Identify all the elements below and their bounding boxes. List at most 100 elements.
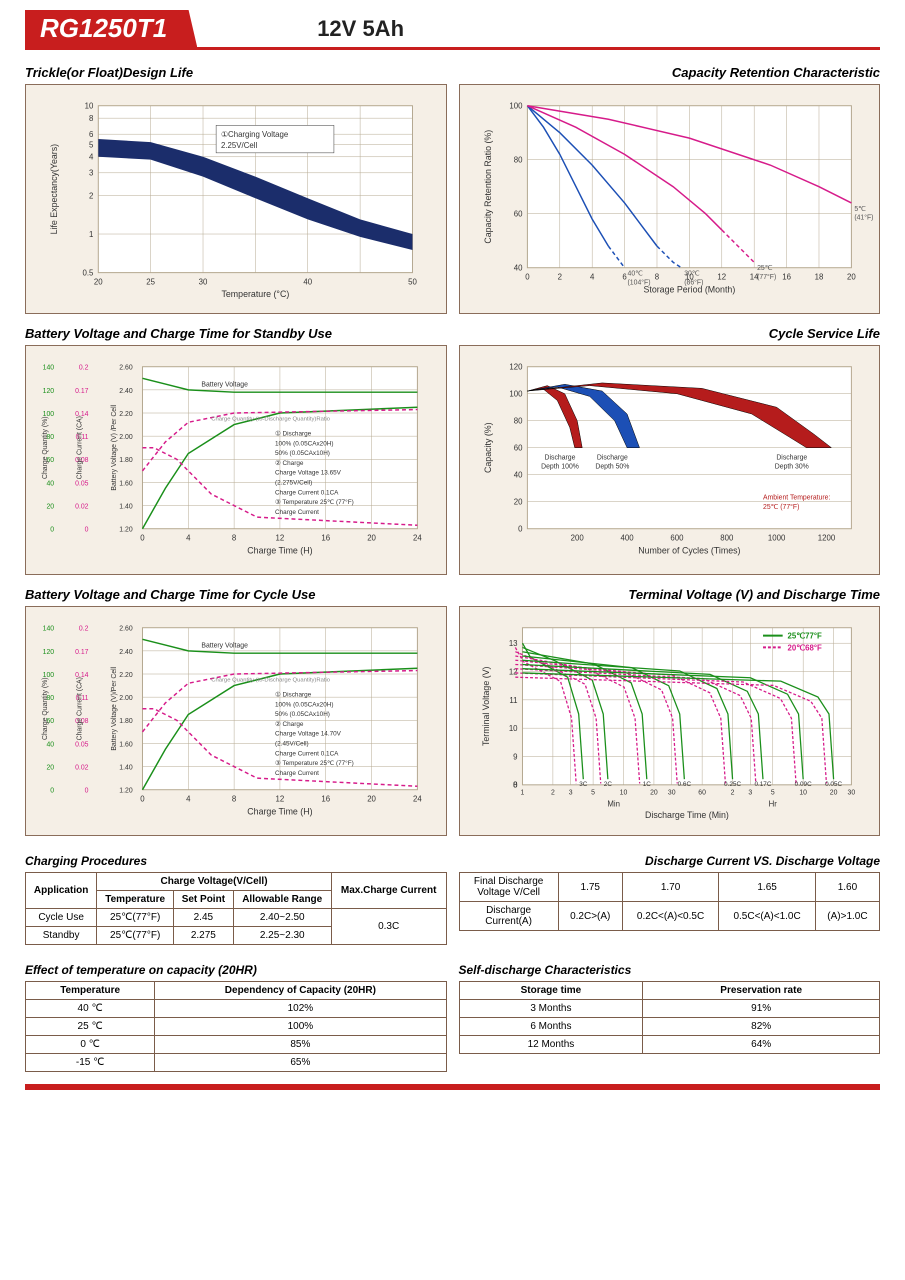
svg-text:10: 10 [85, 102, 94, 111]
svg-text:20℃68°F: 20℃68°F [787, 643, 821, 652]
svg-text:0: 0 [85, 788, 89, 795]
svg-text:120: 120 [43, 649, 55, 656]
svg-text:0: 0 [50, 788, 54, 795]
svg-text:1.40: 1.40 [119, 504, 133, 511]
svg-text:Number of Cycles (Times): Number of Cycles (Times) [638, 545, 740, 555]
chart4-svg: 20040060080010001200020406080100120Disch… [466, 352, 874, 568]
chart5-title: Battery Voltage and Charge Time for Cycl… [25, 587, 447, 602]
chart4-title: Cycle Service Life [459, 326, 881, 341]
svg-text:Discharge Time (Min): Discharge Time (Min) [644, 810, 728, 820]
svg-text:Charge Time (H): Charge Time (H) [247, 806, 312, 816]
svg-text:0: 0 [50, 527, 54, 534]
svg-text:18: 18 [814, 273, 823, 282]
svg-text:100% (0.05CAx20H): 100% (0.05CAx20H) [275, 701, 333, 708]
svg-text:Charge Current 0.1CA: Charge Current 0.1CA [275, 750, 339, 757]
chart2-box: 0246810121416182040608010040℃(104°F)30℃(… [459, 84, 881, 314]
svg-text:Capacity Retention Ratio (%): Capacity Retention Ratio (%) [483, 130, 493, 244]
chart2-svg: 0246810121416182040608010040℃(104°F)30℃(… [466, 91, 874, 307]
svg-text:2.00: 2.00 [119, 434, 133, 441]
chart5-container: Battery Voltage and Charge Time for Cycl… [25, 587, 447, 836]
th-app: Application [26, 873, 97, 909]
svg-text:25℃77°F: 25℃77°F [787, 632, 821, 641]
svg-text:10: 10 [508, 724, 517, 733]
svg-text:0.17: 0.17 [75, 388, 89, 395]
svg-text:20: 20 [847, 273, 856, 282]
svg-text:20: 20 [513, 498, 522, 507]
svg-text:1: 1 [89, 230, 93, 239]
svg-text:0: 0 [85, 527, 89, 534]
svg-text:0.02: 0.02 [75, 765, 89, 772]
svg-text:4: 4 [589, 273, 594, 282]
svg-text:Charge Time (H): Charge Time (H) [247, 545, 312, 555]
row-1: Trickle(or Float)Design Life 20253040500… [25, 65, 880, 314]
svg-text:140: 140 [43, 626, 55, 633]
chart3-svg: 04812162024001.20200.021.40400.051.60600… [32, 352, 440, 568]
chart4-container: Cycle Service Life 200400600800100012000… [459, 326, 881, 575]
svg-text:30: 30 [199, 277, 208, 286]
svg-text:Battery Voltage (V) /Per Cell: Battery Voltage (V) /Per Cell [111, 404, 118, 490]
svg-text:120: 120 [43, 388, 55, 395]
svg-text:① Discharge: ① Discharge [275, 691, 312, 698]
svg-text:Charge Current: Charge Current [275, 509, 319, 516]
row-3: Battery Voltage and Charge Time for Cycl… [25, 587, 880, 836]
svg-text:11: 11 [509, 696, 517, 705]
svg-text:3: 3 [568, 790, 572, 797]
svg-text:0.05: 0.05 [75, 480, 89, 487]
svg-text:0.09C: 0.09C [794, 781, 811, 788]
svg-text:20: 20 [367, 795, 376, 804]
svg-text:800: 800 [720, 534, 734, 543]
th-range: Allowable Range [233, 891, 331, 909]
svg-text:1.60: 1.60 [119, 741, 133, 748]
spec-label: 12V 5Ah [317, 16, 404, 42]
svg-text:Discharge: Discharge [776, 455, 807, 462]
footer-bar [25, 1084, 880, 1090]
model-badge: RG1250T1 [25, 10, 197, 47]
svg-text:0.05C: 0.05C [825, 781, 842, 788]
svg-text:Charge Quantity (%): Charge Quantity (%) [42, 416, 49, 479]
svg-text:10: 10 [619, 790, 627, 797]
self-title: Self-discharge Characteristics [459, 963, 881, 977]
chart6-box: 123510203060235102030891011121303C2C1C0.… [459, 606, 881, 836]
svg-text:③ Temperature 25℃ (77°F): ③ Temperature 25℃ (77°F) [275, 759, 354, 767]
svg-text:2.00: 2.00 [119, 695, 133, 702]
chart6-title: Terminal Voltage (V) and Discharge Time [459, 587, 881, 602]
svg-text:Charge Current 0.1CA: Charge Current 0.1CA [275, 489, 339, 496]
svg-text:Discharge: Discharge [544, 455, 575, 462]
charging-table: Application Charge Voltage(V/Cell) Max.C… [25, 872, 447, 945]
svg-text:4: 4 [89, 153, 94, 162]
svg-text:Charge Current: Charge Current [275, 770, 319, 777]
svg-text:①Charging Voltage: ①Charging Voltage [221, 130, 289, 139]
svg-text:24: 24 [413, 795, 422, 804]
dt-r1l: Final Discharge Voltage V/Cell [459, 873, 558, 902]
chart3-title: Battery Voltage and Charge Time for Stan… [25, 326, 447, 341]
svg-text:100: 100 [509, 390, 523, 399]
discharge-table-container: Discharge Current VS. Discharge Voltage … [459, 848, 881, 945]
svg-text:50: 50 [408, 277, 417, 286]
svg-text:8: 8 [232, 534, 237, 543]
self-table: Storage timePreservation rate 3 Months91… [459, 981, 881, 1054]
svg-text:Charge Voltage 13.65V: Charge Voltage 13.65V [275, 470, 342, 477]
svg-text:③ Temperature 25℃ (77°F): ③ Temperature 25℃ (77°F) [275, 498, 354, 506]
svg-text:2.40: 2.40 [119, 388, 133, 395]
svg-text:Storage Period (Month): Storage Period (Month) [643, 284, 735, 294]
charging-title: Charging Procedures [25, 854, 447, 868]
temp-title: Effect of temperature on capacity (20HR) [25, 963, 447, 977]
svg-text:Charge Quantity (to-Discharge: Charge Quantity (to-Discharge Quantity)R… [211, 678, 331, 684]
chart2-title: Capacity Retention Characteristic [459, 65, 881, 80]
svg-text:2: 2 [550, 790, 554, 797]
svg-text:2: 2 [730, 790, 734, 797]
svg-text:1.60: 1.60 [119, 480, 133, 487]
svg-text:40: 40 [513, 471, 522, 480]
svg-text:① Discharge: ① Discharge [275, 430, 312, 437]
svg-text:20: 20 [829, 790, 837, 797]
svg-text:Depth 30%: Depth 30% [774, 463, 808, 470]
svg-text:Hr: Hr [768, 799, 777, 808]
svg-text:3C: 3C [579, 781, 588, 788]
svg-text:0.2: 0.2 [79, 626, 89, 633]
svg-text:100% (0.05CAx20H): 100% (0.05CAx20H) [275, 440, 333, 447]
svg-text:(77°F): (77°F) [757, 273, 776, 281]
svg-text:8: 8 [654, 273, 659, 282]
row-cycle: Cycle Use 25℃(77°F) 2.45 2.40~2.50 0.3C [26, 909, 447, 927]
svg-text:400: 400 [620, 534, 634, 543]
svg-text:30: 30 [667, 790, 675, 797]
